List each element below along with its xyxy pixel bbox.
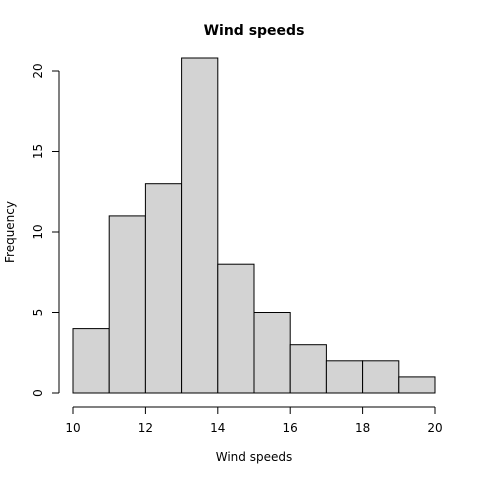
bar-12-13 [144, 183, 183, 394]
x-tick-label: 14 [210, 421, 225, 435]
x-axis: 10 12 14 16 18 20 [65, 406, 443, 435]
bar-13-14 [181, 57, 219, 394]
bar-16-17 [289, 344, 327, 394]
bar-14-15 [217, 263, 255, 394]
x-tick-label: 16 [283, 421, 298, 435]
bars-group [72, 57, 436, 394]
y-tick-label: 10 [31, 224, 45, 239]
y-axis: 0 5 10 15 20 [31, 63, 60, 397]
x-axis-label: Wind speeds [216, 450, 292, 464]
chart-title: Wind speeds [204, 23, 305, 39]
y-tick-label: 5 [31, 309, 45, 317]
x-tick-label: 18 [355, 421, 370, 435]
y-axis-label: Frequency [3, 201, 17, 263]
bar-15-16 [253, 312, 291, 394]
x-tick-label: 12 [138, 421, 153, 435]
bar-18-19 [362, 360, 400, 394]
bar-11-12 [108, 215, 146, 394]
y-tick-label: 20 [31, 63, 45, 78]
y-tick-label: 15 [31, 144, 45, 159]
bar-10-11 [72, 328, 110, 394]
x-tick-label: 10 [65, 421, 80, 435]
bar-17-18 [325, 360, 364, 394]
y-tick-label: 0 [31, 389, 45, 397]
x-tick-label: 20 [427, 421, 442, 435]
bar-19-20 [398, 376, 436, 394]
